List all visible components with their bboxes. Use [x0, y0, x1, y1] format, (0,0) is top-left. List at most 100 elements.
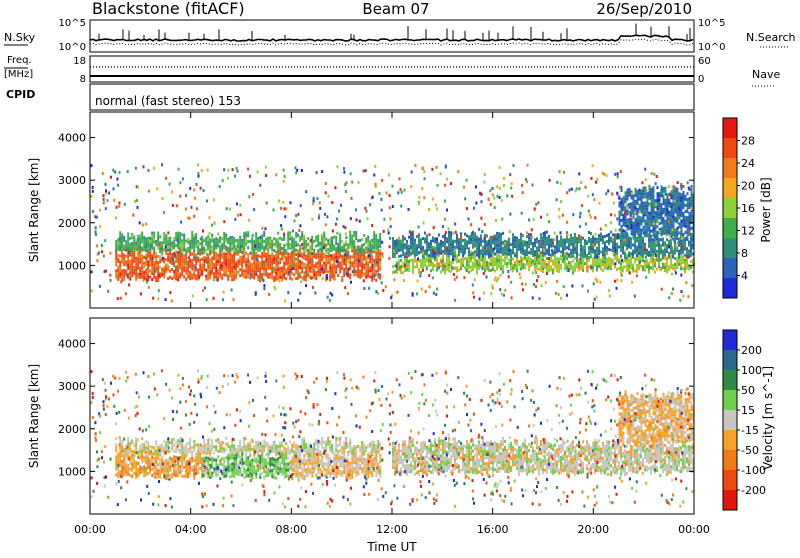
heatmap-cell: [452, 249, 454, 252]
heatmap-cell: [193, 270, 195, 273]
heatmap-cell: [211, 448, 213, 451]
heatmap-cell: [173, 438, 175, 441]
heatmap-cell: [289, 253, 291, 256]
heatmap-cell: [584, 245, 586, 248]
heatmap-cell: [528, 245, 530, 248]
heatmap-cell: [341, 276, 343, 279]
heatmap-cell: [629, 194, 631, 197]
heatmap-cell: [171, 268, 173, 271]
heatmap-cell: [637, 214, 639, 217]
heatmap-cell: [631, 205, 633, 208]
heatmap-cell: [544, 266, 546, 269]
heatmap-cell: [598, 259, 600, 262]
heatmap-cell: [375, 246, 377, 249]
heatmap-cell: [350, 217, 352, 220]
heatmap-cell: [161, 271, 163, 274]
heatmap-cell: [560, 255, 562, 258]
heatmap-cell: [434, 247, 436, 250]
heatmap-cell: [398, 246, 400, 249]
heatmap-cell: [610, 231, 612, 234]
heatmap-cell: [341, 255, 343, 258]
heatmap-cell: [629, 203, 631, 206]
heatmap-cell: [608, 233, 610, 236]
heatmap-cell: [688, 187, 690, 190]
heatmap-cell: [131, 265, 133, 268]
heatmap-cell: [674, 266, 676, 269]
heatmap-cell: [596, 296, 598, 299]
heatmap-cell: [169, 258, 171, 261]
heatmap-cell: [227, 260, 229, 263]
heatmap-cell: [279, 442, 281, 445]
heatmap-cell: [635, 230, 637, 233]
heatmap-cell: [582, 255, 584, 258]
heatmap-cell: [492, 260, 494, 263]
heatmap-cell: [452, 261, 454, 264]
heatmap-cell: [151, 241, 153, 244]
heatmap-cell: [494, 235, 496, 238]
heatmap-cell: [353, 261, 355, 264]
heatmap-cell: [181, 242, 183, 245]
heatmap-cell: [675, 190, 677, 193]
heatmap-cell: [534, 253, 536, 256]
heatmap-cell: [135, 167, 137, 170]
heatmap-cell: [676, 260, 678, 263]
heatmap-cell: [478, 244, 480, 247]
heatmap-cell: [239, 449, 241, 452]
heatmap-cell: [349, 258, 351, 261]
heatmap-cell: [655, 254, 657, 257]
heatmap-cell: [223, 220, 225, 223]
heatmap-cell: [612, 259, 614, 262]
heatmap-cell: [651, 197, 653, 200]
heatmap-cell: [512, 233, 514, 236]
heatmap-cell: [536, 258, 538, 261]
heatmap-cell: [243, 244, 245, 247]
heatmap-cell: [566, 257, 568, 260]
heatmap-cell: [524, 266, 526, 269]
heatmap-cell: [325, 261, 327, 264]
heatmap-cell: [632, 250, 634, 253]
heatmap-cell: [375, 240, 377, 243]
heatmap-cell: [446, 252, 448, 255]
heatmap-cell: [645, 189, 647, 192]
heatmap-cell: [416, 244, 418, 247]
heatmap-cell: [165, 447, 167, 450]
heatmap-cell: [484, 266, 486, 269]
heatmap-cell: [689, 197, 691, 200]
heatmap-cell: [645, 186, 647, 189]
heatmap-cell: [516, 237, 518, 240]
heatmap-cell: [193, 273, 195, 276]
heatmap-cell: [479, 192, 481, 195]
heatmap-cell: [500, 258, 502, 261]
heatmap-cell: [227, 273, 229, 276]
heatmap-cell: [316, 171, 318, 174]
heatmap-cell: [241, 449, 243, 452]
heatmap-cell: [295, 232, 297, 235]
heatmap-cell: [177, 232, 179, 235]
heatmap-cell: [294, 220, 296, 223]
heatmap-cell: [655, 214, 657, 217]
heatmap-cell: [600, 228, 602, 231]
heatmap-cell: [412, 237, 414, 240]
heatmap-cell: [689, 227, 691, 230]
heatmap-cell: [304, 271, 306, 274]
heatmap-cell: [540, 257, 542, 260]
heatmap-cell: [432, 265, 434, 268]
heatmap-cell: [249, 445, 251, 448]
heatmap-cell: [654, 259, 656, 262]
heatmap-cell: [516, 252, 518, 255]
heatmap-cell: [245, 231, 247, 234]
heatmap-cell: [331, 267, 333, 270]
heatmap-cell: [658, 247, 660, 250]
heatmap-cell: [233, 266, 235, 269]
heatmap-cell: [189, 249, 191, 252]
heatmap-cell: [133, 444, 135, 447]
heatmap-cell: [334, 186, 336, 189]
heatmap-cell: [460, 250, 462, 253]
heatmap-cell: [548, 257, 550, 260]
heatmap-cell: [484, 234, 486, 237]
heatmap-cell: [355, 258, 357, 261]
heatmap-cell: [158, 274, 160, 277]
nsky-tick-top: 10^5: [59, 18, 86, 29]
heatmap-cell: [572, 213, 574, 216]
heatmap-cell: [145, 222, 147, 225]
